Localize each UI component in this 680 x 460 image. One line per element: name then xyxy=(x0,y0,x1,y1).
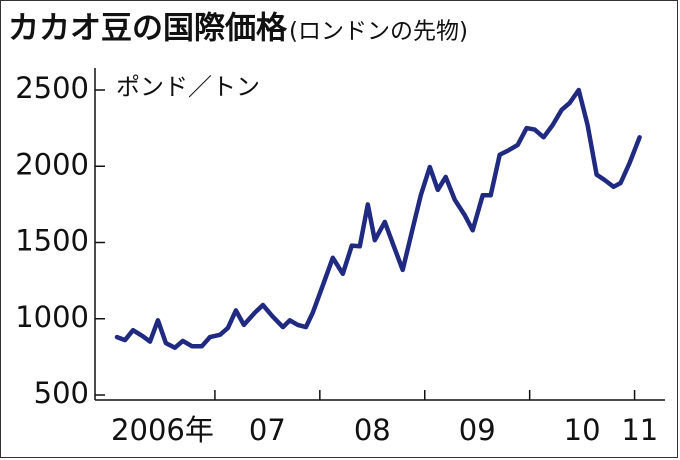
x-tick-label: 07 xyxy=(249,413,286,447)
x-tick-label: 11 xyxy=(621,413,658,447)
y-tick-label: 2500 xyxy=(15,71,89,105)
y-tick-label: 2000 xyxy=(15,147,89,181)
y-tick-label: 500 xyxy=(34,376,89,410)
price-line xyxy=(114,87,642,350)
y-tick-label: 1000 xyxy=(15,300,89,334)
chart-subtitle: (ロンドンの先物) xyxy=(289,19,468,45)
chart-title: カカオ豆の国際価格 xyxy=(8,11,288,47)
x-tick-label: 09 xyxy=(459,413,496,447)
x-tick-label: 10 xyxy=(564,413,601,447)
y-axis-label: ポンド／トン xyxy=(116,73,260,101)
x-tick-label: 2006年 xyxy=(111,413,214,447)
y-tick-label: 1500 xyxy=(15,224,89,258)
x-tick-label: 08 xyxy=(354,413,391,447)
